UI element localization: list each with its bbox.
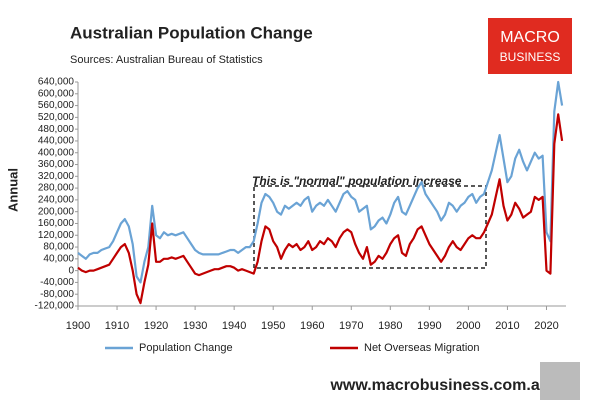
y-tick-label: 600,000 [38, 88, 75, 99]
legend-label: Net Overseas Migration [364, 342, 480, 354]
y-tick-label: 240,000 [38, 195, 75, 206]
y-tick-label: -80,000 [40, 289, 74, 300]
logo-box [488, 18, 572, 74]
annotation: This is "normal" population increase [252, 174, 462, 188]
x-tick-label: 1980 [378, 320, 402, 332]
y-tick-label: 120,000 [38, 230, 75, 241]
x-tick-label: 1930 [183, 320, 207, 332]
y-tick-label: 400,000 [38, 147, 75, 158]
x-tick-label: 1940 [222, 320, 246, 332]
series-line [77, 80, 564, 284]
x-tick-label: 1960 [300, 320, 324, 332]
x-tick-label: 1970 [339, 320, 363, 332]
legend-label: Population Change [139, 342, 233, 354]
logo-text: MACRO [500, 29, 560, 46]
y-tick-label: 280,000 [38, 183, 75, 194]
x-tick-label: 1910 [105, 320, 129, 332]
x-tick-label: 1920 [144, 320, 168, 332]
y-tick-label: -40,000 [40, 277, 74, 288]
x-tick-label: 2020 [534, 320, 558, 332]
y-tick-label: 200,000 [38, 206, 75, 217]
x-tick-label: 2010 [495, 320, 519, 332]
footer: www.macrobusiness.com.au [329, 377, 549, 394]
wolf-logo [540, 362, 580, 400]
chart-title: Australian Population Change [70, 23, 313, 42]
y-axis-label: Annual [5, 168, 20, 212]
series-line [77, 113, 564, 305]
logo-text: BUSINESS [500, 50, 561, 64]
y-tick-label: -120,000 [35, 301, 75, 312]
y-tick-label: 0 [68, 265, 74, 276]
y-tick-label: 160,000 [38, 218, 75, 229]
y-tick-label: 640,000 [38, 77, 75, 88]
x-tick-label: 2000 [456, 320, 480, 332]
y-tick-label: 80,000 [43, 242, 74, 253]
x-tick-label: 1950 [261, 320, 285, 332]
y-tick-label: 560,000 [38, 100, 75, 111]
x-tick-label: 1990 [417, 320, 441, 332]
chart-subtitle: Sources: Australian Bureau of Statistics [70, 54, 263, 66]
y-tick-label: 40,000 [43, 253, 74, 264]
y-tick-label: 320,000 [38, 171, 75, 182]
y-tick-label: 360,000 [38, 159, 75, 170]
y-tick-label: 480,000 [38, 124, 75, 135]
y-tick-label: 520,000 [38, 112, 75, 123]
y-tick-label: 440,000 [38, 136, 75, 147]
x-tick-label: 1900 [66, 320, 90, 332]
